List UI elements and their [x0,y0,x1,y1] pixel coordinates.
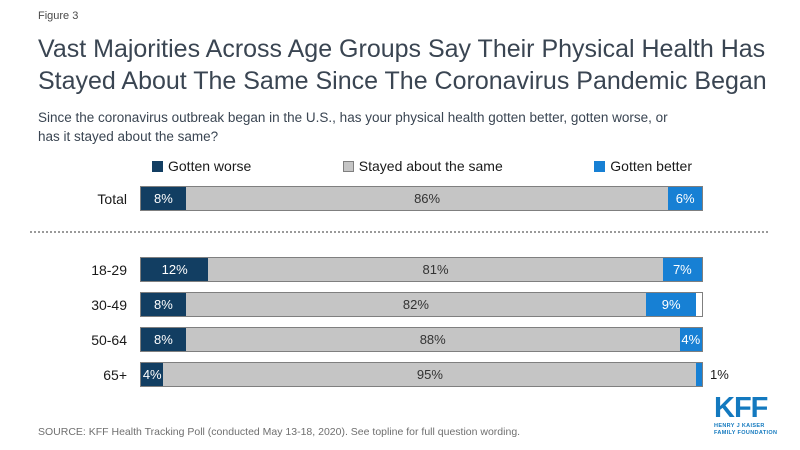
legend-swatch-gotten-worse-icon [152,160,163,172]
bar-segment-gotten-worse: 8% [141,293,186,316]
legend-item-gotten-worse: Gotten worse [152,158,251,174]
legend-label: Stayed about the same [358,158,503,174]
value-label: 6% [675,191,695,206]
legend-item-gotten-better: Gotten better [594,158,692,174]
bar-segment-gotten-worse: 12% [141,258,209,281]
kff-logo-text: KFF [714,392,768,424]
bar-segment-gotten-better: 4% [679,328,702,351]
bar-segment-gotten-better: 9% [645,293,697,316]
bar-segment-gotten-better [696,363,702,386]
page-title: Vast Majorities Across Age Groups Say Th… [38,33,788,97]
subtitle-line-1: Since the coronavirus outbreak began in … [38,110,668,125]
value-label-outside: 1% [710,367,729,382]
subtitle-line-2: has it stayed about the same? [38,128,219,144]
chart-row-18-29: 18-29 12% 81% 7% [38,257,703,282]
kff-logo: KFF HENRY J KAISER FAMILY FOUNDATION [714,392,778,437]
bar-segment-stayed-about-the-same: 82% [185,293,646,316]
bar-segment-gotten-better: 6% [668,187,702,210]
page-title-line-1: Vast Majorities Across Age Groups Say Th… [38,35,766,63]
bar-segment-gotten-worse: 8% [141,328,186,351]
chart-row-30-49: 30-49 8% 82% 9% [38,292,703,317]
value-label: 88% [419,332,446,347]
chart-legend: Gotten worse Stayed about the same Gotten … [152,158,692,174]
bar-segment-stayed-about-the-same: 95% [163,363,697,386]
chart-subtitle-question: Since the coronavirus outbreak began in … [38,109,758,147]
chart-row-total: Total 8% 86% 6% [38,186,703,211]
legend-swatch-stayed-about-the-same-icon [342,160,354,172]
legend-swatch-gotten-better-icon [594,160,606,172]
category-label: Total [97,190,127,207]
bar-segment-stayed-about-the-same: 86% [185,187,669,210]
bar-track: 8% 88% 4% [140,327,703,352]
value-label: 8% [154,297,173,312]
value-label: 86% [414,191,441,206]
chart-row-50-64: 50-64 8% 88% 4% [38,327,703,352]
value-label: 95% [416,367,443,382]
legend-label: Gotten better [610,158,692,174]
bar-segment-stayed-about-the-same: 88% [185,328,680,351]
value-label: 4% [681,332,701,347]
legend-item-stayed-about-the-same: Stayed about the same [342,158,503,174]
value-label: 4% [142,367,162,382]
bar-track: 4% 95% [140,362,703,387]
bar-segment-gotten-worse: 4% [141,363,164,386]
value-label: 7% [672,262,692,277]
value-label: 12% [161,262,188,277]
category-label: 30-49 [91,296,127,313]
category-label: 50-64 [91,331,127,348]
chart-row-65: 65+ 4% 95% 1% [38,362,729,387]
bar-segment-gotten-worse: 8% [141,187,186,210]
bar-segment-gotten-better: 7% [662,258,702,281]
category-label: 18-29 [91,261,127,278]
value-label: 8% [154,332,173,347]
value-label: 82% [402,297,429,312]
stacked-bar-chart: Total 8% 86% 6% 18-29 12% 81% 7% 30-49 8% 82% 9% 50-… [30,186,768,397]
value-label: 9% [661,297,681,312]
kff-logo-subtext-line-2: FAMILY FOUNDATION [714,429,778,436]
legend-label: Gotten worse [168,158,252,174]
figure-label: Figure 3 [38,10,79,22]
section-divider [30,231,768,233]
source-note: SOURCE: KFF Health Tracking Poll (conduc… [38,426,521,438]
value-label: 81% [422,262,449,277]
bar-track: 12% 81% 7% [140,257,703,282]
value-label: 8% [154,191,173,206]
bar-segment-stayed-about-the-same: 81% [208,258,663,281]
kff-logo-subtext-line-1: HENRY J KAISER [714,423,765,429]
bar-track: 8% 82% 9% [140,292,703,317]
category-label: 65+ [103,366,127,383]
page-title-line-2: Stayed About The Same Since The Coronavi… [38,67,767,95]
bar-track: 8% 86% 6% [140,186,703,211]
